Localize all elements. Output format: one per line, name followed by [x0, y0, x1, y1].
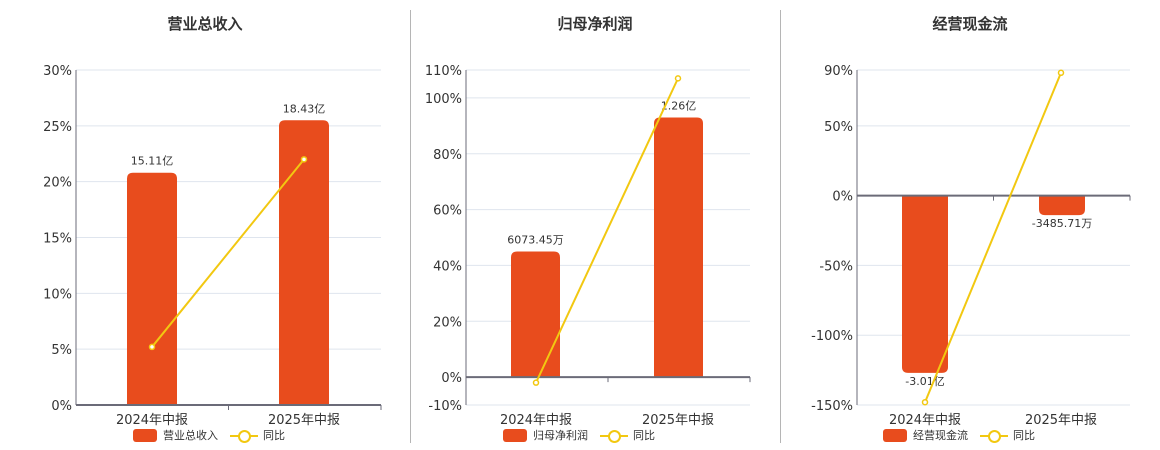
y-tick-label: 30%	[43, 64, 72, 79]
x-category-label: 2025年中报	[268, 413, 340, 428]
bar[interactable]	[654, 117, 703, 378]
y-tick-label: 80%	[433, 148, 462, 163]
panel-divider	[410, 10, 411, 443]
bar[interactable]	[279, 120, 329, 405]
legend-line-label[interactable]: 同比	[263, 429, 285, 442]
y-tick-label: -150%	[811, 399, 853, 414]
y-tick-label: 90%	[824, 64, 853, 79]
bar[interactable]	[511, 251, 560, 378]
y-tick-label: 110%	[425, 64, 462, 79]
y-tick-label: 60%	[433, 204, 462, 219]
legend-bar-label[interactable]: 归母净利润	[533, 429, 588, 442]
chart-title: 经营现金流	[932, 15, 1008, 33]
x-category-label: 2024年中报	[500, 413, 572, 428]
x-category-label: 2024年中报	[116, 413, 188, 428]
chart-title: 营业总收入	[167, 15, 243, 33]
bar[interactable]	[902, 195, 948, 373]
legend-bar-label[interactable]: 经营现金流	[913, 429, 968, 442]
chart-panel-net-profit: 归母净利润 110% 100% 80% 60% 40% 20% 0% -10% 6073.45万…	[425, 15, 751, 443]
bar-value-label: 1.26亿	[661, 99, 697, 112]
bar-value-label: 15.11亿	[131, 155, 174, 168]
legend-bar-swatch[interactable]	[883, 428, 907, 442]
yoy-line	[535, 77, 679, 384]
legend-line-label[interactable]: 同比	[633, 429, 655, 442]
x-category-label: 2024年中报	[889, 413, 961, 428]
bar-value-label: 18.43亿	[283, 102, 326, 115]
y-tick-label: 20%	[433, 315, 462, 330]
chart-legend: 经营现金流 同比	[883, 427, 1035, 443]
chart-title: 归母净利润	[557, 15, 633, 33]
x-category-label: 2025年中报	[1025, 413, 1097, 428]
y-tick-label: -10%	[428, 399, 462, 414]
y-tick-label: 5%	[51, 343, 72, 358]
x-category-label: 2025年中报	[642, 413, 714, 428]
chart-panel-revenue: 营业总收入 30% 25% 20% 15% 10% 5% 0% 15.11亿 18.43亿 202…	[0, 0, 410, 450]
chart-legend: 归母净利润 同比	[503, 427, 655, 443]
panel-divider	[780, 10, 781, 443]
legend-bar-swatch[interactable]	[133, 428, 157, 442]
y-tick-label: 100%	[425, 92, 462, 107]
legend-bar-swatch[interactable]	[503, 428, 527, 442]
chart-canvas: 30% 25% 20% 15% 10% 5% 0% 15.11亿 18.43亿 2024年中报 20…	[43, 64, 382, 428]
yoy-point[interactable]	[1057, 69, 1065, 77]
chart-legend: 营业总收入 同比	[133, 427, 285, 443]
y-tick-label: 25%	[43, 120, 72, 135]
yoy-point[interactable]	[921, 398, 929, 406]
legend-line-label[interactable]: 同比	[1013, 429, 1035, 442]
yoy-point[interactable]	[148, 343, 156, 351]
y-tick-label: -50%	[819, 259, 853, 274]
chart-canvas: 110% 100% 80% 60% 40% 20% 0% -10% 6073.45万 1.26亿 2…	[425, 64, 751, 428]
yoy-line	[151, 158, 305, 348]
y-tick-label: 0%	[441, 371, 462, 386]
legend-line-swatch[interactable]	[980, 429, 1008, 443]
y-tick-label: 20%	[43, 176, 72, 191]
y-tick-label: 10%	[43, 287, 72, 302]
legend-line-swatch[interactable]	[600, 429, 628, 443]
bar-value-label: 6073.45万	[507, 233, 564, 246]
yoy-point[interactable]	[674, 75, 682, 82]
bar-value-label: -3.01亿	[905, 375, 944, 388]
yoy-line	[924, 72, 1062, 403]
y-tick-label: -100%	[811, 329, 853, 344]
yoy-point[interactable]	[532, 379, 540, 386]
y-tick-label: 0%	[832, 190, 853, 205]
legend-bar-label[interactable]: 营业总收入	[163, 429, 218, 442]
legend-line-swatch[interactable]	[230, 429, 258, 443]
bar-value-label: -3485.71万	[1032, 217, 1092, 230]
y-tick-label: 15%	[43, 232, 72, 247]
bar[interactable]	[1039, 195, 1085, 216]
y-tick-label: 40%	[433, 259, 462, 274]
yoy-point[interactable]	[300, 156, 308, 163]
bar[interactable]	[127, 172, 177, 405]
y-tick-label: 50%	[824, 120, 853, 135]
y-tick-label: 0%	[51, 399, 72, 414]
